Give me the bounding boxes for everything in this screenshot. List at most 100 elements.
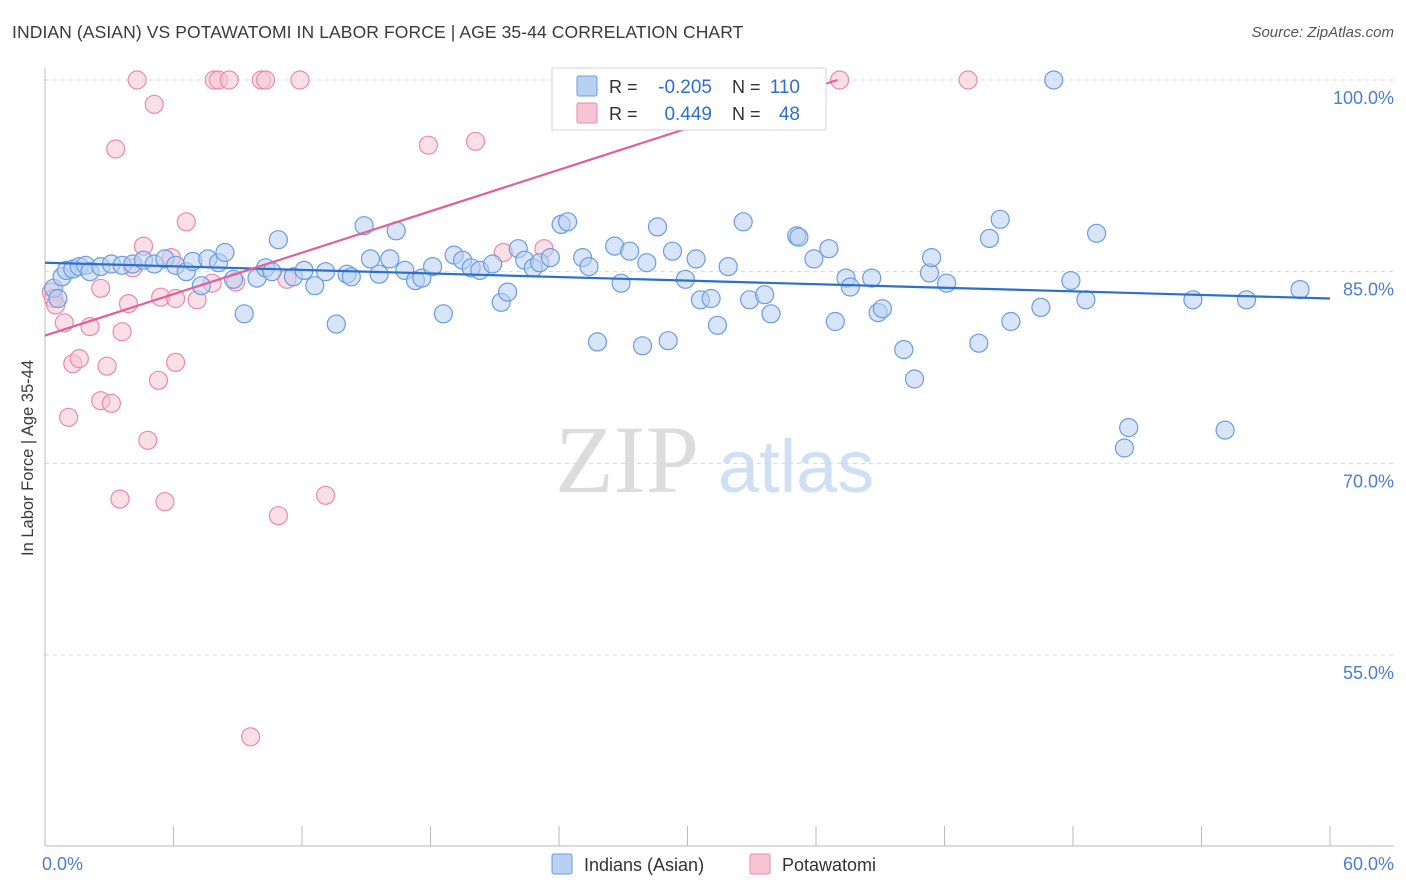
legend-label-indians-asian: Indians (Asian)	[584, 855, 704, 875]
indians-asian-point-90	[894, 340, 914, 360]
indians-asian-point-67	[647, 217, 668, 237]
indians-asian-point-38	[380, 249, 400, 269]
indians-asian-point-87	[862, 268, 882, 288]
potawatomi-point-34	[241, 727, 261, 747]
indians-asian-point-58	[557, 212, 578, 232]
indians-asian-point-104	[1114, 438, 1135, 458]
indians-asian-point-43	[423, 257, 443, 277]
tick-labels: 55.0% 70.0% 85.0% 100.0% 0.0% 60.0%	[42, 88, 1394, 874]
potawatomi-point-4	[58, 407, 79, 427]
indians-asian-point-32	[326, 314, 346, 334]
potawatomi-point-13	[110, 489, 130, 509]
series-legend: Indians (Asian) Potawatomi	[551, 853, 876, 875]
indians-asian-point-60	[579, 257, 599, 277]
indians-asian-point-51	[498, 282, 518, 302]
stats-legend-box	[551, 67, 827, 131]
stats-r-label-2: R =	[609, 104, 638, 124]
indians-asian-point-89	[872, 299, 893, 319]
indians-asian-point-100	[1044, 70, 1064, 90]
indians-asian-point-56	[540, 248, 561, 268]
indians-asian-point-108	[1236, 290, 1257, 310]
potawatomi-point-19	[138, 430, 158, 450]
indians-asian-point-22	[223, 269, 244, 289]
y-tick-label-1: 70.0%	[1343, 471, 1394, 491]
indians-asian-point-63	[611, 273, 631, 293]
indians-asian-point-102	[1076, 290, 1096, 310]
indians-asian-point-30	[305, 276, 325, 296]
indians-asian-point-78	[754, 285, 775, 305]
indians-asian-point-65	[632, 336, 653, 356]
indians-asian-point-73	[701, 288, 721, 309]
potawatomi-point-42	[465, 131, 486, 151]
indians-asian-point-95	[969, 333, 989, 353]
stats-r-value-2: 0.449	[664, 104, 712, 125]
x-tick-label-min: 0.0%	[42, 854, 83, 874]
y-tick-label-2: 85.0%	[1343, 280, 1394, 300]
potawatomi-point-14	[112, 322, 132, 342]
legend-swatch-potawatomi	[749, 853, 771, 875]
stats-n-value-2: 48	[779, 104, 800, 125]
watermark-atlas: atlas	[718, 425, 874, 508]
indians-asian-point-99	[1031, 297, 1051, 317]
potawatomi-point-36	[256, 70, 276, 90]
stats-swatch-pink	[576, 102, 598, 124]
indians-asian-point-79	[761, 304, 781, 324]
indians-asian-point-21	[215, 242, 235, 263]
stats-legend: R = -0.205 N = 110 R = 0.449 N = 48	[551, 67, 827, 131]
source-label: Source: ZipAtlas.com	[1251, 24, 1394, 41]
indians-asian-point-101	[1061, 271, 1081, 291]
indians-asian-point-98	[1001, 311, 1021, 332]
potawatomi-point-12	[106, 139, 126, 159]
chart-title: INDIAN (ASIAN) VS POTAWATOMI IN LABOR FO…	[12, 22, 744, 42]
potawatomi-point-32	[219, 70, 239, 90]
indians-asian-trend-line	[44, 261, 1331, 300]
indians-asian-point-103	[1086, 223, 1107, 243]
potawatomi-point-20	[144, 94, 164, 114]
indians-asian-point-93	[921, 248, 942, 268]
watermark: ZIP atlas	[555, 406, 874, 513]
stats-n-label-1: N =	[732, 77, 761, 97]
indians-asian-point-68	[658, 331, 678, 351]
indians-asian-point-96	[979, 228, 1000, 248]
stats-swatch-blue	[576, 75, 598, 97]
potawatomi-point-26	[166, 352, 186, 372]
potawatomi-point-47	[958, 70, 978, 90]
indians-asian-point-94	[936, 273, 957, 293]
indians-asian-point-66	[637, 253, 657, 273]
potawatomi-point-17	[127, 70, 147, 90]
indians-asian-point-107	[1215, 420, 1235, 440]
potawatomi-point-6	[69, 349, 89, 369]
indians-asian-point-1	[48, 288, 68, 309]
indians-asian-point-74	[707, 315, 728, 335]
indians-asian-point-75	[718, 257, 738, 277]
indians-asian-point-27	[268, 230, 288, 250]
potawatomi-point-46	[829, 70, 850, 90]
potawatomi-point-41	[418, 135, 438, 155]
indians-asian-point-44	[433, 304, 453, 324]
x-tick-label-max: 60.0%	[1343, 854, 1394, 874]
indians-asian-point-83	[819, 239, 839, 259]
indians-asian-point-76	[733, 212, 753, 232]
indians-asian-points	[43, 70, 1310, 458]
indians-asian-point-71	[686, 249, 706, 269]
indians-asian-point-91	[904, 369, 925, 389]
potawatomi-point-40	[316, 485, 336, 505]
stats-n-label-2: N =	[732, 104, 761, 124]
indians-asian-point-84	[825, 311, 845, 332]
potawatomi-point-27	[176, 212, 196, 232]
indians-asian-point-49	[483, 254, 503, 274]
indians-asian-point-69	[662, 241, 683, 261]
stats-n-value-1: 110	[770, 77, 800, 98]
grid	[45, 79, 1394, 656]
stats-r-label-1: R =	[609, 77, 638, 97]
indians-asian-point-64	[620, 241, 640, 261]
indians-asian-point-37	[369, 264, 389, 284]
axes	[44, 68, 1394, 847]
potawatomi-point-10	[97, 356, 117, 376]
stats-r-value-1: -0.205	[658, 77, 712, 98]
indians-asian-point-81	[789, 227, 809, 247]
y-tick-label-3: 100.0%	[1333, 88, 1394, 108]
potawatomi-point-39	[290, 70, 310, 90]
indians-asian-point-97	[990, 209, 1010, 229]
